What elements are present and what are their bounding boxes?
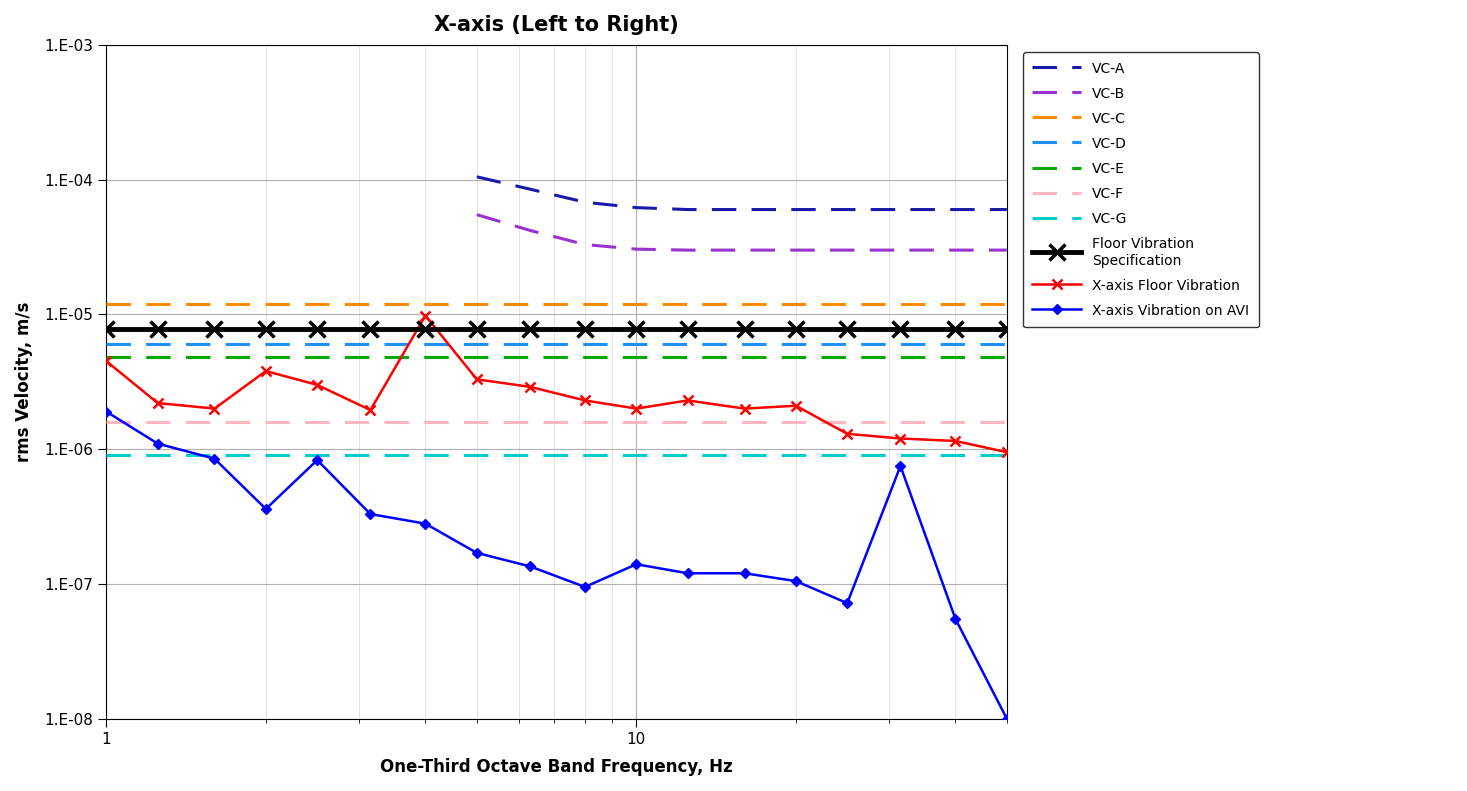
Floor Vibration
Specification (362, 324, 380, 334)
VC-A (839, 205, 857, 214)
X-axis Vibration on AVI (679, 569, 697, 578)
X-axis Floor Vibration (839, 429, 857, 438)
VC-F (97, 417, 114, 426)
VC-B (628, 244, 645, 254)
VC-A (468, 172, 486, 182)
X-axis Floor Vibration (628, 404, 645, 414)
X-axis Vibration on AVI (577, 582, 594, 592)
X-axis Floor Vibration (946, 437, 964, 446)
X-axis Vibration on AVI (308, 456, 326, 465)
X-axis Vibration on AVI (148, 439, 166, 448)
X-axis Floor Vibration (788, 401, 805, 411)
VC-A (946, 205, 964, 214)
X-axis Vibration on AVI (628, 559, 645, 569)
VC-C (97, 299, 114, 308)
X-axis Vibration on AVI (468, 548, 486, 558)
VC-B (468, 210, 486, 219)
Floor Vibration
Specification (521, 324, 538, 334)
X-axis Floor Vibration (521, 382, 538, 392)
X-axis Vibration on AVI (892, 461, 910, 471)
Floor Vibration
Specification (628, 324, 645, 334)
VC-B (839, 245, 857, 255)
Floor Vibration
Specification (417, 324, 434, 334)
VC-A (788, 205, 805, 214)
VC-B (521, 225, 538, 235)
X-axis Vibration on AVI (946, 614, 964, 623)
X-axis Vibration on AVI (417, 519, 434, 528)
VC-B (679, 245, 697, 255)
VC-B (577, 240, 594, 249)
X-axis Vibration on AVI (205, 454, 223, 464)
VC-A (577, 198, 594, 207)
X-axis Vibration on AVI (736, 569, 754, 578)
X-axis Floor Vibration (577, 396, 594, 405)
VC-B (946, 245, 964, 255)
VC-A (628, 202, 645, 212)
Floor Vibration
Specification (97, 324, 114, 334)
VC-B (736, 245, 754, 255)
Floor Vibration
Specification (839, 324, 857, 334)
Floor Vibration
Specification (577, 324, 594, 334)
X-axis Vibration on AVI (257, 504, 274, 513)
X-axis Vibration on AVI (362, 509, 380, 519)
Floor Vibration
Specification (892, 324, 910, 334)
Y-axis label: rms Velocity, m/s: rms Velocity, m/s (15, 301, 32, 462)
X-axis Floor Vibration (308, 380, 326, 390)
VC-A (892, 205, 910, 214)
Floor Vibration
Specification (468, 324, 486, 334)
X-axis Floor Vibration (362, 405, 380, 414)
X-axis Floor Vibration (679, 396, 697, 405)
Line: VC-B: VC-B (477, 214, 1006, 250)
X-axis Floor Vibration (468, 375, 486, 384)
Floor Vibration
Specification (257, 324, 274, 334)
X-axis Floor Vibration (205, 404, 223, 414)
X-axis Vibration on AVI (521, 562, 538, 571)
Floor Vibration
Specification (946, 324, 964, 334)
Line: X-axis Floor Vibration: X-axis Floor Vibration (101, 311, 1012, 457)
Line: Floor Vibration
Specification: Floor Vibration Specification (98, 321, 1015, 337)
Line: VC-A: VC-A (477, 177, 1006, 210)
X-axis Floor Vibration (257, 366, 274, 376)
VC-E (97, 353, 114, 362)
X-axis Floor Vibration (736, 404, 754, 414)
Floor Vibration
Specification (998, 324, 1015, 334)
Floor Vibration
Specification (679, 324, 697, 334)
X-axis Floor Vibration (417, 311, 434, 320)
Floor Vibration
Specification (308, 324, 326, 334)
Floor Vibration
Specification (788, 324, 805, 334)
VC-A (998, 205, 1015, 214)
VC-A (679, 205, 697, 214)
Title: X-axis (Left to Right): X-axis (Left to Right) (434, 15, 679, 35)
VC-B (788, 245, 805, 255)
X-axis Vibration on AVI (998, 714, 1015, 724)
X-axis Floor Vibration (97, 357, 114, 366)
Floor Vibration
Specification (736, 324, 754, 334)
X-axis Vibration on AVI (788, 577, 805, 586)
X-axis Vibration on AVI (839, 599, 857, 608)
VC-B (892, 245, 910, 255)
X-axis Floor Vibration (892, 433, 910, 443)
Floor Vibration
Specification (205, 324, 223, 334)
VC-A (521, 184, 538, 194)
Legend: VC-A, VC-B, VC-C, VC-D, VC-E, VC-F, VC-G, Floor Vibration
Specification, X-axis : VC-A, VC-B, VC-C, VC-D, VC-E, VC-F, VC-G… (1022, 52, 1259, 327)
X-axis Floor Vibration (148, 399, 166, 408)
VC-G (97, 451, 114, 460)
Line: X-axis Vibration on AVI: X-axis Vibration on AVI (103, 408, 1011, 722)
VC-A (736, 205, 754, 214)
Floor Vibration
Specification (148, 324, 166, 334)
VC-B (998, 245, 1015, 255)
VC-D (97, 339, 114, 349)
X-axis Floor Vibration (998, 448, 1015, 457)
X-axis Vibration on AVI (97, 407, 114, 416)
X-axis label: One-Third Octave Band Frequency, Hz: One-Third Octave Band Frequency, Hz (380, 758, 734, 776)
